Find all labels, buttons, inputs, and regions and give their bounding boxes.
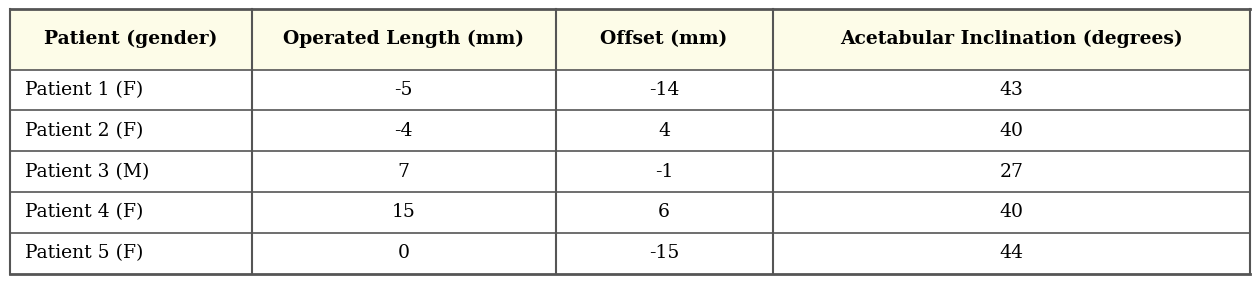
Bar xyxy=(10,111,1250,151)
Text: 4: 4 xyxy=(658,122,670,140)
Text: Operated Length (mm): Operated Length (mm) xyxy=(284,30,524,48)
Text: -5: -5 xyxy=(394,81,413,99)
Text: Patient 5 (F): Patient 5 (F) xyxy=(25,244,144,262)
Text: 40: 40 xyxy=(999,203,1023,221)
Text: 44: 44 xyxy=(999,244,1023,262)
Text: 7: 7 xyxy=(398,163,410,181)
Text: 0: 0 xyxy=(398,244,410,262)
Bar xyxy=(10,9,1250,70)
Text: Patient 3 (M): Patient 3 (M) xyxy=(25,163,150,181)
Text: -15: -15 xyxy=(649,244,679,262)
Text: Offset (mm): Offset (mm) xyxy=(601,30,728,48)
Bar xyxy=(10,233,1250,274)
Text: 6: 6 xyxy=(658,203,670,221)
Text: Acetabular Inclination (degrees): Acetabular Inclination (degrees) xyxy=(840,30,1183,48)
Text: -14: -14 xyxy=(649,81,679,99)
Bar xyxy=(10,151,1250,192)
Text: Patient 1 (F): Patient 1 (F) xyxy=(25,81,144,99)
Bar xyxy=(10,70,1250,111)
Text: 40: 40 xyxy=(999,122,1023,140)
Text: 27: 27 xyxy=(999,163,1023,181)
Text: 15: 15 xyxy=(392,203,416,221)
Text: 43: 43 xyxy=(999,81,1023,99)
Bar xyxy=(10,192,1250,233)
Text: -1: -1 xyxy=(655,163,673,181)
Text: -4: -4 xyxy=(394,122,413,140)
Text: Patient (gender): Patient (gender) xyxy=(44,30,218,48)
Text: Patient 4 (F): Patient 4 (F) xyxy=(25,203,144,221)
Text: Patient 2 (F): Patient 2 (F) xyxy=(25,122,144,140)
